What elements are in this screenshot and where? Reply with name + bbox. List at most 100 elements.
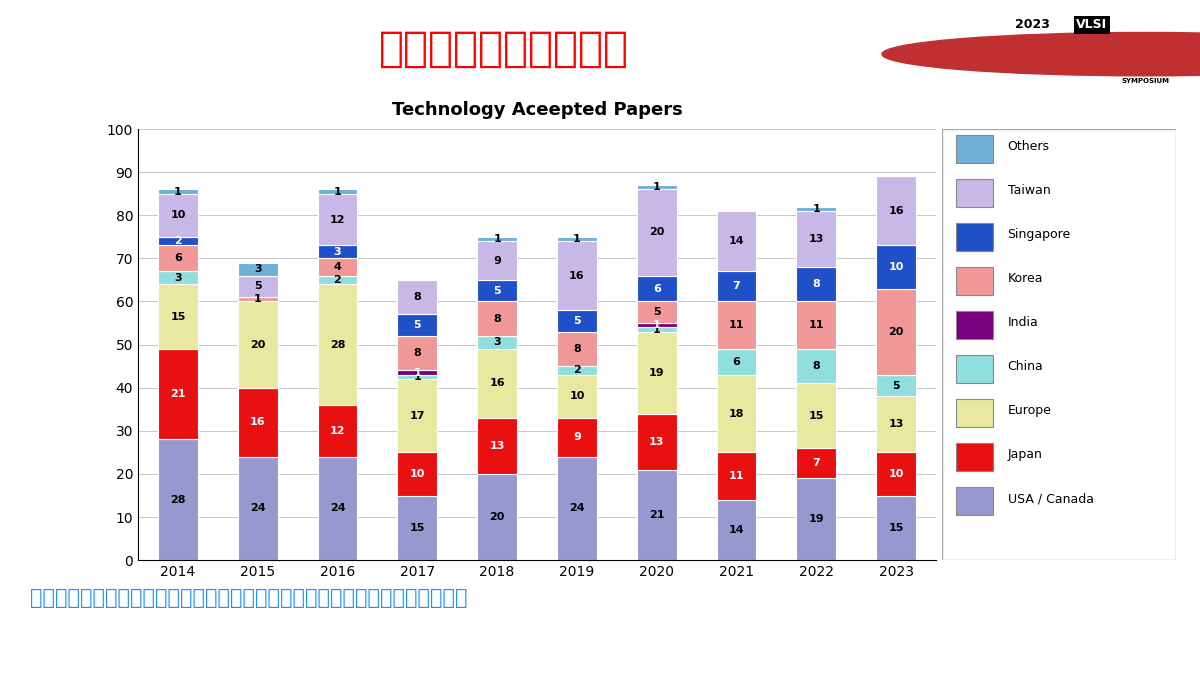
Bar xyxy=(876,375,916,397)
Text: 1: 1 xyxy=(414,367,421,378)
Bar xyxy=(397,452,437,496)
Bar xyxy=(238,388,277,457)
Text: 9: 9 xyxy=(493,255,502,265)
Bar xyxy=(956,488,994,515)
Bar xyxy=(716,301,756,349)
Text: 11: 11 xyxy=(728,471,744,481)
Text: 1: 1 xyxy=(254,294,262,304)
Bar xyxy=(797,478,836,560)
Bar xyxy=(637,185,677,189)
Text: Singapore: Singapore xyxy=(1008,228,1070,241)
Text: 15: 15 xyxy=(888,523,904,533)
Bar xyxy=(956,399,994,427)
Bar xyxy=(557,375,596,418)
Bar xyxy=(478,474,517,560)
Text: Korea: Korea xyxy=(1008,272,1043,285)
Bar xyxy=(876,289,916,375)
Text: 13: 13 xyxy=(888,420,904,429)
Bar xyxy=(716,375,756,452)
Bar xyxy=(557,237,596,241)
Bar xyxy=(158,194,198,237)
Text: VLSI: VLSI xyxy=(1076,18,1108,31)
Bar xyxy=(716,211,756,272)
Bar xyxy=(956,443,994,471)
Bar xyxy=(637,414,677,470)
Text: 10: 10 xyxy=(170,210,186,220)
Bar xyxy=(238,301,277,388)
Text: 9: 9 xyxy=(572,433,581,442)
Text: India: India xyxy=(1008,316,1038,329)
Text: 20: 20 xyxy=(250,340,265,350)
Bar xyxy=(478,336,517,349)
Bar xyxy=(956,267,994,295)
Bar xyxy=(158,189,198,194)
Text: 25-Apr-2023: 25-Apr-2023 xyxy=(24,646,131,661)
Bar xyxy=(956,134,994,163)
Bar xyxy=(238,263,277,276)
Bar xyxy=(397,379,437,452)
Bar xyxy=(716,349,756,375)
Text: 6: 6 xyxy=(732,357,740,367)
Text: 5: 5 xyxy=(414,320,421,330)
Text: 採択数も韓国増加。日本、台湾、シンガポールも増加しアジアの割合高まる。: 採択数も韓国増加。日本、台湾、シンガポールも増加しアジアの割合高まる。 xyxy=(30,588,468,608)
Text: 19: 19 xyxy=(809,514,824,524)
Text: 13: 13 xyxy=(649,437,665,447)
Bar xyxy=(478,301,517,336)
Text: 2023 Symposium on VLSI Technology and Circuits: 2023 Symposium on VLSI Technology and Ci… xyxy=(388,646,812,661)
Text: 14: 14 xyxy=(728,236,744,246)
Text: 5: 5 xyxy=(893,380,900,390)
Bar xyxy=(158,349,198,439)
Bar xyxy=(478,241,517,280)
Bar xyxy=(397,336,437,371)
Bar xyxy=(318,405,358,457)
Bar xyxy=(238,457,277,560)
Text: 1: 1 xyxy=(414,372,421,382)
Bar xyxy=(637,470,677,560)
Bar xyxy=(318,245,358,258)
Text: 1: 1 xyxy=(653,320,660,330)
Text: 20: 20 xyxy=(490,512,505,522)
Bar xyxy=(318,276,358,285)
Bar xyxy=(876,245,916,289)
Text: 1: 1 xyxy=(812,204,820,214)
Bar xyxy=(797,384,836,448)
Bar xyxy=(637,189,677,276)
Bar xyxy=(478,349,517,418)
Bar xyxy=(876,177,916,245)
Text: 8: 8 xyxy=(812,279,820,289)
Text: 7: 7 xyxy=(812,458,820,468)
Text: 4: 4 xyxy=(334,262,342,272)
Bar xyxy=(397,280,437,314)
Text: 24: 24 xyxy=(250,503,265,513)
Text: 1: 1 xyxy=(653,325,660,335)
Text: 7: 7 xyxy=(733,281,740,291)
Bar xyxy=(397,314,437,336)
Text: 10: 10 xyxy=(888,262,904,272)
Bar xyxy=(557,331,596,366)
Bar xyxy=(397,496,437,560)
Bar xyxy=(716,272,756,301)
Bar xyxy=(637,331,677,414)
Bar xyxy=(876,496,916,560)
Bar xyxy=(478,237,517,241)
Bar xyxy=(876,397,916,452)
Text: 5: 5 xyxy=(574,316,581,326)
Bar xyxy=(956,179,994,206)
Text: 1: 1 xyxy=(174,187,181,196)
Bar xyxy=(238,297,277,301)
Bar xyxy=(797,301,836,349)
Bar xyxy=(956,311,994,339)
Text: 16: 16 xyxy=(250,417,265,427)
Title: Technology Aceepted Papers: Technology Aceepted Papers xyxy=(391,101,683,119)
Bar xyxy=(318,189,358,194)
Text: 11: 11 xyxy=(728,320,744,330)
Bar xyxy=(797,349,836,384)
Text: 21: 21 xyxy=(649,510,665,520)
Text: 10: 10 xyxy=(569,391,584,401)
Bar xyxy=(318,285,358,405)
Bar xyxy=(318,194,358,245)
Text: 16: 16 xyxy=(569,271,584,280)
Bar xyxy=(158,237,198,245)
Text: 6: 6 xyxy=(174,253,182,263)
Text: 2: 2 xyxy=(174,236,181,246)
